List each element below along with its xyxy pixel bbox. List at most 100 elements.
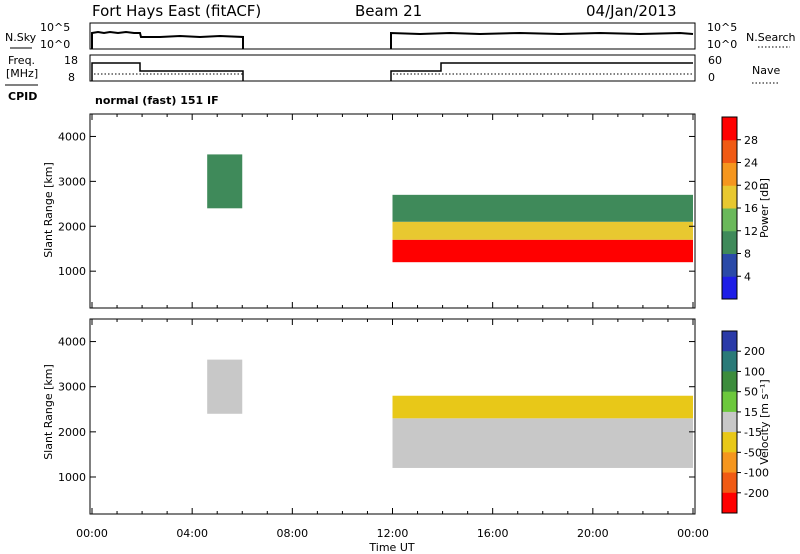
noise-panel-frame xyxy=(89,22,696,50)
freq-trace-b xyxy=(390,62,693,81)
velocity-ytick-label-1: 2000 xyxy=(58,426,86,439)
power-colorbar-swatch-7 xyxy=(722,117,737,141)
power-ytick-label-1: 2000 xyxy=(58,220,86,233)
velocity-ytick-label-3: 4000 xyxy=(58,336,86,349)
x-tick-label-1: 04:00 xyxy=(176,527,208,540)
nave-tick-bottom: 0 xyxy=(708,71,715,84)
power-panel: Slant Range [km] 1000 2000 3000 4000 xyxy=(42,113,696,309)
power-colorbar-tick-label-2: 12 xyxy=(744,225,758,238)
beam-title: Beam 21 xyxy=(355,2,422,20)
nave-label: Nave xyxy=(752,64,780,77)
power-colorbar-tick-label-5: 24 xyxy=(744,157,758,170)
power-colorbar-swatch-6 xyxy=(722,139,737,163)
power-colorbar-tick-label-3: 16 xyxy=(744,202,758,215)
power-colorbar: 4 8 12 16 20 24 28 Power [dB] xyxy=(721,116,771,300)
power-colorbar-swatch-5 xyxy=(722,162,737,186)
freq-tick-top: 18 xyxy=(64,54,78,67)
power-colorbar-tick-label-0: 4 xyxy=(744,270,751,283)
velocity-colorbar-swatch-8 xyxy=(722,492,737,514)
power-colorbar-tick-label-1: 8 xyxy=(744,248,751,261)
power-colorbar-tick-label-4: 20 xyxy=(744,179,758,192)
velocity-colorbar-tick-label-5: -50 xyxy=(744,446,762,459)
velocity-ytick-label-2: 3000 xyxy=(58,381,86,394)
velocity-colorbar-tick-label-0: 200 xyxy=(744,345,765,358)
power-colorbar-swatches xyxy=(722,117,737,300)
x-tick-label-4: 16:00 xyxy=(477,527,509,540)
nave-tick-top: 60 xyxy=(708,54,722,67)
station-title: Fort Hays East (fitACF) xyxy=(92,2,261,20)
power-region-3 xyxy=(392,194,693,222)
nsky-label: N.Sky xyxy=(5,31,37,44)
velocity-colorbar-swatch-5 xyxy=(722,432,737,453)
power-ytick-label-2: 3000 xyxy=(58,175,86,188)
velocity-colorbar-tick-label-7: -200 xyxy=(744,487,769,500)
nsearch-label: N.Search xyxy=(746,31,796,44)
power-ytick-label-3: 4000 xyxy=(58,130,86,143)
power-colorbar-swatch-4 xyxy=(722,185,737,209)
noise-tick-bottom-left: 10^0 xyxy=(40,38,70,51)
x-tick-label-3: 12:00 xyxy=(377,527,409,540)
velocity-colorbar-frame xyxy=(721,330,738,514)
freq-trace-a xyxy=(91,62,244,81)
velocity-colorbar-ticks: 200 100 50 15 -15 -50 -100 -200 xyxy=(737,345,769,500)
power-ylabel: Slant Range [km] xyxy=(42,162,55,258)
velocity-colorbar-swatch-1 xyxy=(722,351,737,372)
power-region-1 xyxy=(392,239,693,263)
x-axis-label: Time UT xyxy=(368,541,414,554)
nsky-trace-b xyxy=(390,31,694,49)
nsky-trace-a xyxy=(91,30,244,49)
power-region-0 xyxy=(207,154,243,209)
noise-tick-bottom-right: 10^0 xyxy=(707,38,737,51)
velocity-colorbar: 200 100 50 15 -15 -50 -100 -200 Velocity [m s⁻¹… xyxy=(721,330,771,514)
freq-panel-frame xyxy=(89,54,696,82)
velocity-colorbar-swatch-6 xyxy=(722,452,737,474)
noise-panel: N.Sky 10^5 10^0 10^5 10^0 N.Search xyxy=(5,21,796,51)
velocity-colorbar-label: Velocity [m s⁻¹] xyxy=(758,379,771,464)
velocity-colorbar-swatch-2 xyxy=(722,371,737,393)
power-region-2 xyxy=(392,221,693,240)
velocity-region-0 xyxy=(207,359,243,414)
velocity-region-2 xyxy=(392,395,693,419)
velocity-colorbar-tick-label-4: -15 xyxy=(744,426,762,439)
cpid-value: normal (fast) 151 IF xyxy=(95,94,219,107)
freq-panel: Freq. [MHz] 18 8 60 0 Nave xyxy=(6,54,780,84)
velocity-yticks: 1000 2000 3000 4000 xyxy=(58,336,695,484)
power-colorbar-swatch-0 xyxy=(722,276,737,300)
power-yticks: 1000 2000 3000 4000 xyxy=(58,130,695,278)
power-plot xyxy=(207,154,693,263)
freq-label-1: Freq. xyxy=(8,54,35,67)
date-title: 04/Jan/2013 xyxy=(586,2,677,20)
power-colorbar-swatch-2 xyxy=(722,230,737,254)
power-colorbar-tick-label-6: 28 xyxy=(744,134,758,147)
power-ytick-label-0: 1000 xyxy=(58,265,86,278)
x-ticklabels: 00:00 04:00 08:00 12:00 16:00 20:00 00:00 xyxy=(76,527,709,540)
power-xticks xyxy=(91,114,694,308)
velocity-colorbar-swatch-7 xyxy=(722,472,737,494)
x-tick-label-0: 00:00 xyxy=(76,527,108,540)
noise-tick-top-left: 10^5 xyxy=(40,21,70,34)
freq-label-2: [MHz] xyxy=(6,67,38,80)
x-tick-label-5: 20:00 xyxy=(577,527,609,540)
velocity-xticks xyxy=(91,319,694,514)
velocity-colorbar-tick-label-2: 50 xyxy=(744,386,758,399)
velocity-ylabel: Slant Range [km] xyxy=(42,364,55,460)
velocity-colorbar-swatches xyxy=(722,331,737,514)
velocity-colorbar-swatch-4 xyxy=(722,411,737,433)
velocity-colorbar-tick-label-6: -100 xyxy=(744,467,769,480)
power-colorbar-label: Power [dB] xyxy=(758,178,771,238)
power-colorbar-swatch-3 xyxy=(722,208,737,232)
velocity-ytick-label-0: 1000 xyxy=(58,471,86,484)
power-colorbar-swatch-1 xyxy=(722,253,737,277)
velocity-region-1 xyxy=(392,418,693,468)
velocity-plot xyxy=(207,359,693,468)
cpid-label: CPID xyxy=(8,90,37,103)
velocity-colorbar-tick-label-1: 100 xyxy=(744,365,765,378)
noise-tick-top-right: 10^5 xyxy=(707,21,737,34)
velocity-colorbar-tick-label-3: 15 xyxy=(744,406,758,419)
x-tick-label-6: 00:00 xyxy=(677,527,709,540)
velocity-panel: Slant Range [km] 1000 2000 3000 4000 xyxy=(42,318,696,515)
power-colorbar-ticks: 4 8 12 16 20 24 28 xyxy=(737,134,758,283)
x-tick-label-2: 08:00 xyxy=(276,527,308,540)
velocity-colorbar-swatch-0 xyxy=(722,331,737,352)
